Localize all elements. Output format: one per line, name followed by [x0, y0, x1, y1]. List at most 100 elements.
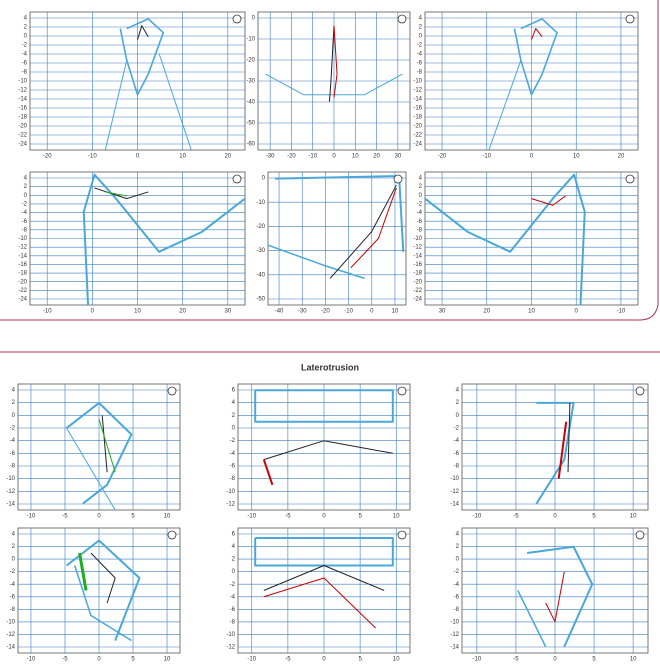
plot-icon	[398, 531, 406, 539]
y-tick-label: -20	[256, 224, 265, 230]
y-tick-label: -8	[22, 70, 28, 76]
y-tick-label: -10	[6, 619, 15, 625]
x-tick-label: -5	[285, 514, 291, 520]
y-tick-label: -8	[454, 607, 460, 613]
plot-icon	[636, 531, 644, 539]
y-tick-label: -2	[417, 202, 423, 208]
y-tick-label: -22	[413, 288, 422, 294]
x-tick-label: 20	[483, 309, 490, 315]
x-tick-label: 20	[224, 154, 231, 160]
y-tick-label: -10	[226, 632, 235, 638]
panel-title: Laterotrusion	[301, 362, 359, 372]
y-tick-label: -24	[18, 142, 27, 148]
x-tick-label: -5	[513, 657, 519, 663]
y-tick-label: -10	[413, 236, 422, 242]
y-tick-label: -22	[18, 133, 27, 139]
x-tick-label: 30	[439, 309, 446, 315]
x-tick-label: -10	[473, 657, 482, 663]
y-tick-label: -16	[18, 106, 27, 112]
y-tick-label: -6	[230, 464, 236, 470]
y-tick-label: -20	[413, 124, 422, 130]
plot-icon	[394, 175, 402, 183]
plot-icon	[398, 387, 406, 395]
x-tick-label: 10	[392, 309, 399, 315]
y-tick-label: -10	[6, 476, 15, 482]
y-tick-label: -2	[454, 569, 460, 575]
x-tick-label: 10	[573, 154, 580, 160]
y-tick-label: -6	[10, 594, 16, 600]
y-tick-label: -10	[246, 37, 255, 43]
y-tick-label: -30	[246, 79, 255, 85]
x-tick-label: -30	[266, 154, 275, 160]
x-tick-label: 10	[164, 657, 171, 663]
y-tick-label: -4	[230, 451, 236, 457]
figure: Laterotrusion -20-1001020420-2-4-6-8-10-…	[0, 0, 660, 667]
y-tick-label: -16	[18, 262, 27, 268]
y-tick-label: -20	[18, 124, 27, 130]
y-tick-label: -12	[6, 632, 15, 638]
y-tick-label: -8	[454, 464, 460, 470]
y-tick-label: -16	[413, 106, 422, 112]
x-tick-label: -10	[88, 154, 97, 160]
x-tick-label: -20	[287, 154, 296, 160]
x-tick-label: -10	[344, 309, 353, 315]
y-tick-label: -30	[256, 248, 265, 254]
y-tick-label: -8	[22, 227, 28, 233]
x-tick-label: 10	[393, 657, 400, 663]
y-tick-label: -6	[22, 219, 28, 225]
y-tick-label: -14	[413, 97, 422, 103]
x-tick-label: -5	[62, 657, 68, 663]
plot-icon	[398, 15, 406, 23]
y-tick-label: -6	[454, 594, 460, 600]
y-tick-label: -14	[18, 253, 27, 259]
y-tick-label: -14	[450, 645, 459, 651]
y-tick-label: -14	[6, 645, 15, 651]
y-tick-label: -14	[18, 97, 27, 103]
y-tick-label: -4	[10, 582, 16, 588]
y-tick-label: -8	[230, 619, 236, 625]
y-tick-label: -2	[417, 43, 423, 49]
y-tick-label: -18	[18, 271, 27, 277]
y-tick-label: -12	[450, 489, 459, 495]
x-tick-label: -5	[513, 514, 519, 520]
y-tick-label: -4	[417, 52, 423, 58]
y-tick-label: -8	[417, 227, 423, 233]
y-tick-label: -8	[230, 476, 236, 482]
y-tick-label: -12	[18, 245, 27, 251]
x-tick-label: -10	[27, 514, 36, 520]
y-tick-label: -20	[246, 58, 255, 64]
y-tick-label: -40	[256, 272, 265, 278]
x-tick-label: 10	[528, 309, 535, 315]
y-tick-label: -4	[417, 210, 423, 216]
x-tick-label: -10	[247, 514, 256, 520]
plot-icon	[233, 15, 241, 23]
y-tick-label: -10	[450, 619, 459, 625]
y-tick-label: -14	[6, 502, 15, 508]
y-tick-label: -20	[18, 279, 27, 285]
plot-icon	[636, 387, 644, 395]
y-tick-label: -8	[10, 607, 16, 613]
y-tick-label: -2	[10, 426, 16, 432]
plot-frame	[268, 172, 406, 305]
plot-icon	[168, 531, 176, 539]
plot-icon	[168, 387, 176, 395]
y-tick-label: -10	[18, 236, 27, 242]
y-tick-label: -12	[450, 632, 459, 638]
y-tick-label: -4	[230, 594, 236, 600]
x-tick-label: -5	[285, 657, 291, 663]
x-tick-label: -10	[473, 514, 482, 520]
y-tick-label: -4	[454, 438, 460, 444]
y-tick-label: -8	[417, 70, 423, 76]
y-tick-label: -10	[256, 200, 265, 206]
x-tick-label: -30	[298, 309, 307, 315]
y-tick-label: -14	[450, 502, 459, 508]
y-tick-label: -6	[230, 607, 236, 613]
x-tick-label: -10	[247, 657, 256, 663]
plot-icon	[626, 175, 634, 183]
y-tick-label: -24	[413, 142, 422, 148]
y-tick-label: -40	[246, 100, 255, 106]
y-tick-label: -50	[256, 297, 265, 303]
y-tick-label: -2	[10, 569, 16, 575]
y-tick-label: -6	[10, 451, 16, 457]
y-tick-label: -20	[413, 279, 422, 285]
